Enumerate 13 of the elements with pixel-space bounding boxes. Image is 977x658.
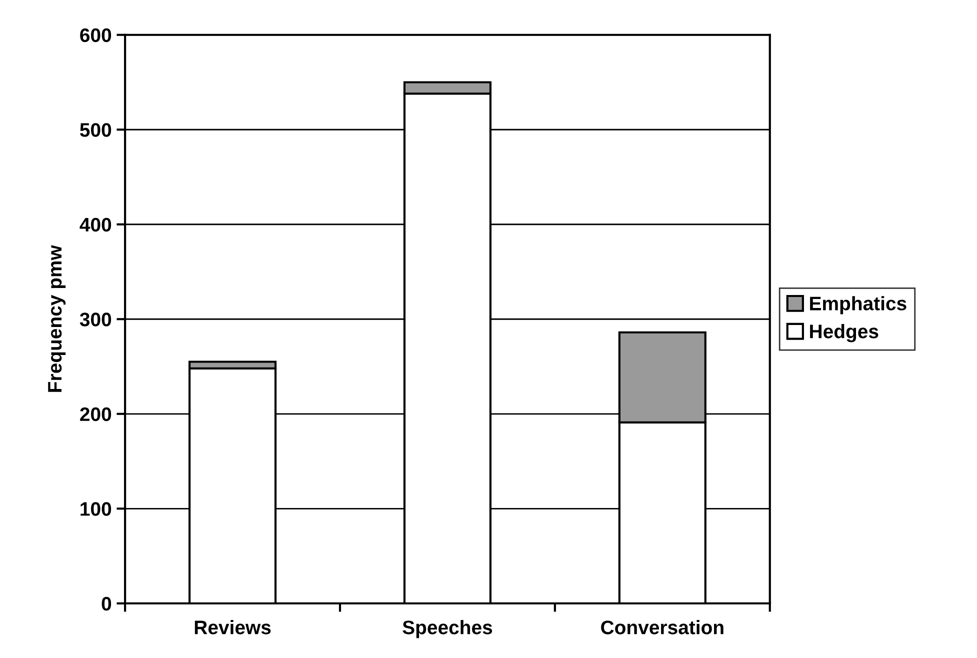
x-tick-label: Reviews [194, 620, 271, 634]
y-tick-label: 400 [80, 218, 112, 232]
y-tick-label: 500 [80, 123, 112, 137]
y-tick-label: 600 [80, 28, 112, 42]
legend-label: Hedges [810, 324, 878, 342]
y-tick-label: 100 [80, 502, 112, 516]
y-tick-label: 0 [102, 596, 112, 611]
x-tick-label: Speeches [402, 620, 492, 638]
y-axis-title: Frequency pmw [48, 245, 66, 392]
y-tick-label: 300 [80, 312, 112, 326]
y-tick-label: 200 [80, 407, 112, 422]
x-tick-label: Conversation [601, 620, 724, 634]
legend-label: Emphatics [810, 296, 906, 314]
